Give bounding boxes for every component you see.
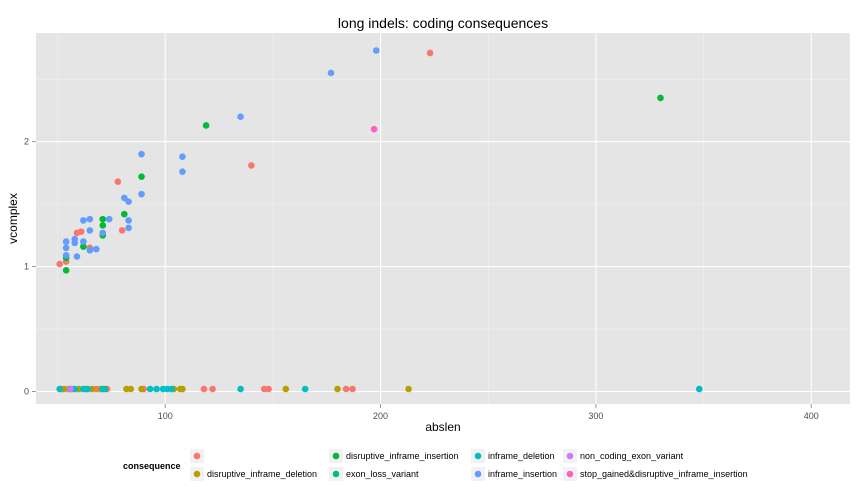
data-point-series-5 — [125, 217, 132, 224]
x-tick-label: 100 — [158, 411, 173, 421]
y-axis-title: vcomplex — [6, 193, 20, 244]
data-point-series-5 — [73, 253, 81, 260]
legend-label-series-6: non_coding_exon_variant — [580, 451, 684, 461]
data-point-series-5 — [120, 194, 128, 202]
data-point-series-2 — [99, 215, 107, 223]
data-point-series-5 — [372, 47, 380, 54]
data-point-series-0 — [265, 385, 272, 393]
data-point-series-4 — [84, 385, 91, 393]
data-point-series-5 — [80, 238, 87, 245]
data-point-series-2 — [99, 222, 107, 229]
data-point-series-6 — [67, 385, 74, 393]
data-point-series-5 — [62, 252, 70, 259]
data-point-series-1 — [179, 385, 186, 393]
legend-label-series-3: exon_loss_variant — [346, 469, 419, 479]
x-tick-label: 400 — [804, 411, 819, 421]
data-point-series-5 — [86, 227, 94, 234]
data-point-series-5 — [99, 229, 107, 237]
data-point-series-5 — [62, 238, 70, 245]
data-point-series-0 — [118, 227, 126, 234]
legend-label-series-7: stop_gained&disruptive_inframe_insertion — [580, 469, 748, 479]
data-point-series-4 — [168, 385, 175, 393]
data-point-series-4 — [56, 385, 63, 393]
data-point-series-1 — [334, 385, 341, 393]
data-point-series-5 — [179, 153, 186, 160]
legend-key-series-4 — [474, 452, 482, 460]
data-point-series-5 — [138, 150, 145, 158]
y-tick-label: 0 — [24, 387, 29, 397]
data-point-series-5 — [86, 215, 94, 223]
chart-title: long indels: coding consequences — [338, 15, 548, 31]
data-point-series-4 — [695, 385, 703, 393]
data-point-series-5 — [80, 217, 87, 224]
data-point-series-2 — [120, 210, 128, 218]
x-tick-label: 200 — [373, 411, 388, 421]
data-point-series-0 — [114, 178, 122, 185]
legend-label-series-1: disruptive_inframe_deletion — [207, 469, 317, 479]
legend-key-series-6 — [566, 452, 574, 460]
data-point-series-5 — [71, 239, 79, 247]
data-point-series-5 — [125, 198, 132, 205]
data-point-series-5 — [138, 190, 145, 198]
data-point-series-2 — [657, 94, 664, 102]
data-point-series-0 — [248, 162, 255, 169]
legend-title: consequence — [123, 461, 181, 471]
x-axis-ticks: 100 200 300 400 — [158, 404, 819, 421]
data-point-series-1 — [138, 385, 145, 393]
minor-gridlines — [36, 33, 850, 404]
x-axis-title: abslen — [425, 420, 460, 434]
data-point-series-7 — [370, 125, 378, 133]
data-point-series-4 — [146, 385, 154, 393]
data-point-series-0 — [342, 385, 350, 393]
data-point-series-1 — [282, 385, 290, 393]
data-point-series-4 — [237, 385, 244, 393]
data-point-series-1 — [127, 385, 135, 393]
y-tick-label: 1 — [24, 262, 29, 272]
legend-key-series-7 — [566, 470, 574, 478]
data-point-series-5 — [92, 245, 100, 253]
y-axis-ticks: 0 1 2 — [24, 137, 36, 397]
data-point-series-2 — [138, 173, 145, 180]
data-point-series-5 — [86, 247, 94, 254]
data-point-series-2 — [202, 122, 210, 129]
legend-key-series-3 — [332, 470, 340, 478]
data-points — [56, 47, 703, 393]
data-point-series-0 — [56, 260, 63, 268]
data-point-series-2 — [62, 267, 70, 274]
data-point-series-0 — [209, 385, 216, 393]
legend-key-series-5 — [474, 470, 482, 478]
legend-key-series-1 — [193, 470, 201, 478]
data-point-series-2 — [80, 243, 87, 250]
data-point-series-5 — [179, 168, 186, 175]
data-point-series-4 — [99, 385, 107, 393]
legend-key-series-0 — [193, 452, 201, 460]
data-point-series-0 — [349, 385, 356, 393]
data-point-series-4 — [153, 385, 160, 393]
data-point-series-4 — [301, 385, 309, 393]
data-point-series-5 — [62, 244, 70, 252]
x-tick-label: 300 — [588, 411, 603, 421]
legend: disruptive_inframe_deletion disruptive_in… — [190, 449, 748, 481]
data-point-series-1 — [405, 385, 412, 393]
legend-key-series-2 — [332, 452, 340, 460]
data-point-series-0 — [77, 228, 85, 235]
plot-panel — [36, 33, 850, 404]
data-point-series-5 — [125, 224, 132, 232]
legend-label-series-5: inframe_insertion — [488, 469, 557, 479]
data-point-series-5 — [327, 69, 335, 77]
legend-label-series-2: disruptive_inframe_insertion — [346, 451, 459, 461]
data-point-series-0 — [200, 385, 208, 393]
data-point-series-5 — [237, 113, 244, 120]
data-point-series-5 — [105, 215, 113, 223]
y-tick-label: 2 — [24, 137, 29, 147]
legend-label-series-4: inframe_deletion — [488, 451, 555, 461]
data-point-series-0 — [426, 49, 434, 57]
